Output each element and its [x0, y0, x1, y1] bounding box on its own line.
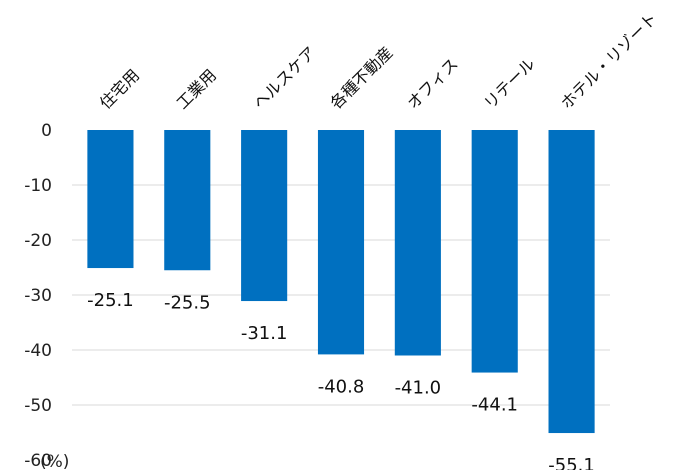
- y-tick-label: -30: [24, 286, 52, 306]
- bar: [394, 130, 441, 356]
- unit-label: (%): [40, 452, 69, 470]
- value-label: -55.1: [548, 455, 595, 470]
- bar: [317, 130, 365, 355]
- bar: [164, 130, 211, 271]
- category-label: 住宅用: [96, 65, 143, 112]
- y-tick-label: -40: [24, 341, 52, 361]
- bar: [548, 130, 595, 434]
- value-label: -25.5: [164, 292, 211, 313]
- category-label: ヘルスケア: [250, 43, 320, 113]
- bar: [241, 130, 288, 302]
- y-tick-label: -50: [24, 396, 52, 416]
- value-label: -44.1: [471, 395, 518, 416]
- category-label: ホテル・リゾート: [557, 9, 661, 113]
- y-tick-label: 0: [41, 121, 52, 141]
- category-label: オフィス: [403, 54, 461, 112]
- value-labels: -25.1 -25.5 -31.1 -40.8 -41.0 -44.1 -55.1: [87, 290, 595, 470]
- value-label: -41.0: [395, 378, 442, 399]
- category-label: 工業用: [173, 65, 220, 112]
- y-tick-label: -60: [24, 451, 52, 470]
- y-tick-label: -20: [24, 231, 52, 251]
- category-label: リテール: [480, 54, 539, 113]
- bar: [471, 130, 518, 373]
- value-label: -25.1: [87, 290, 134, 311]
- bar: [87, 130, 134, 269]
- value-label: -31.1: [241, 323, 288, 344]
- category-label: 各種不動産: [326, 43, 396, 113]
- bars: [87, 130, 595, 434]
- value-label: -40.8: [318, 376, 365, 397]
- y-tick-label: -10: [24, 176, 52, 196]
- category-labels: 住宅用 工業用 ヘルスケア 各種不動産 オフィス リテール ホテル・リゾート: [96, 9, 661, 113]
- y-axis-tick-labels: 0 -10 -20 -30 -40 -50 -60: [24, 121, 52, 470]
